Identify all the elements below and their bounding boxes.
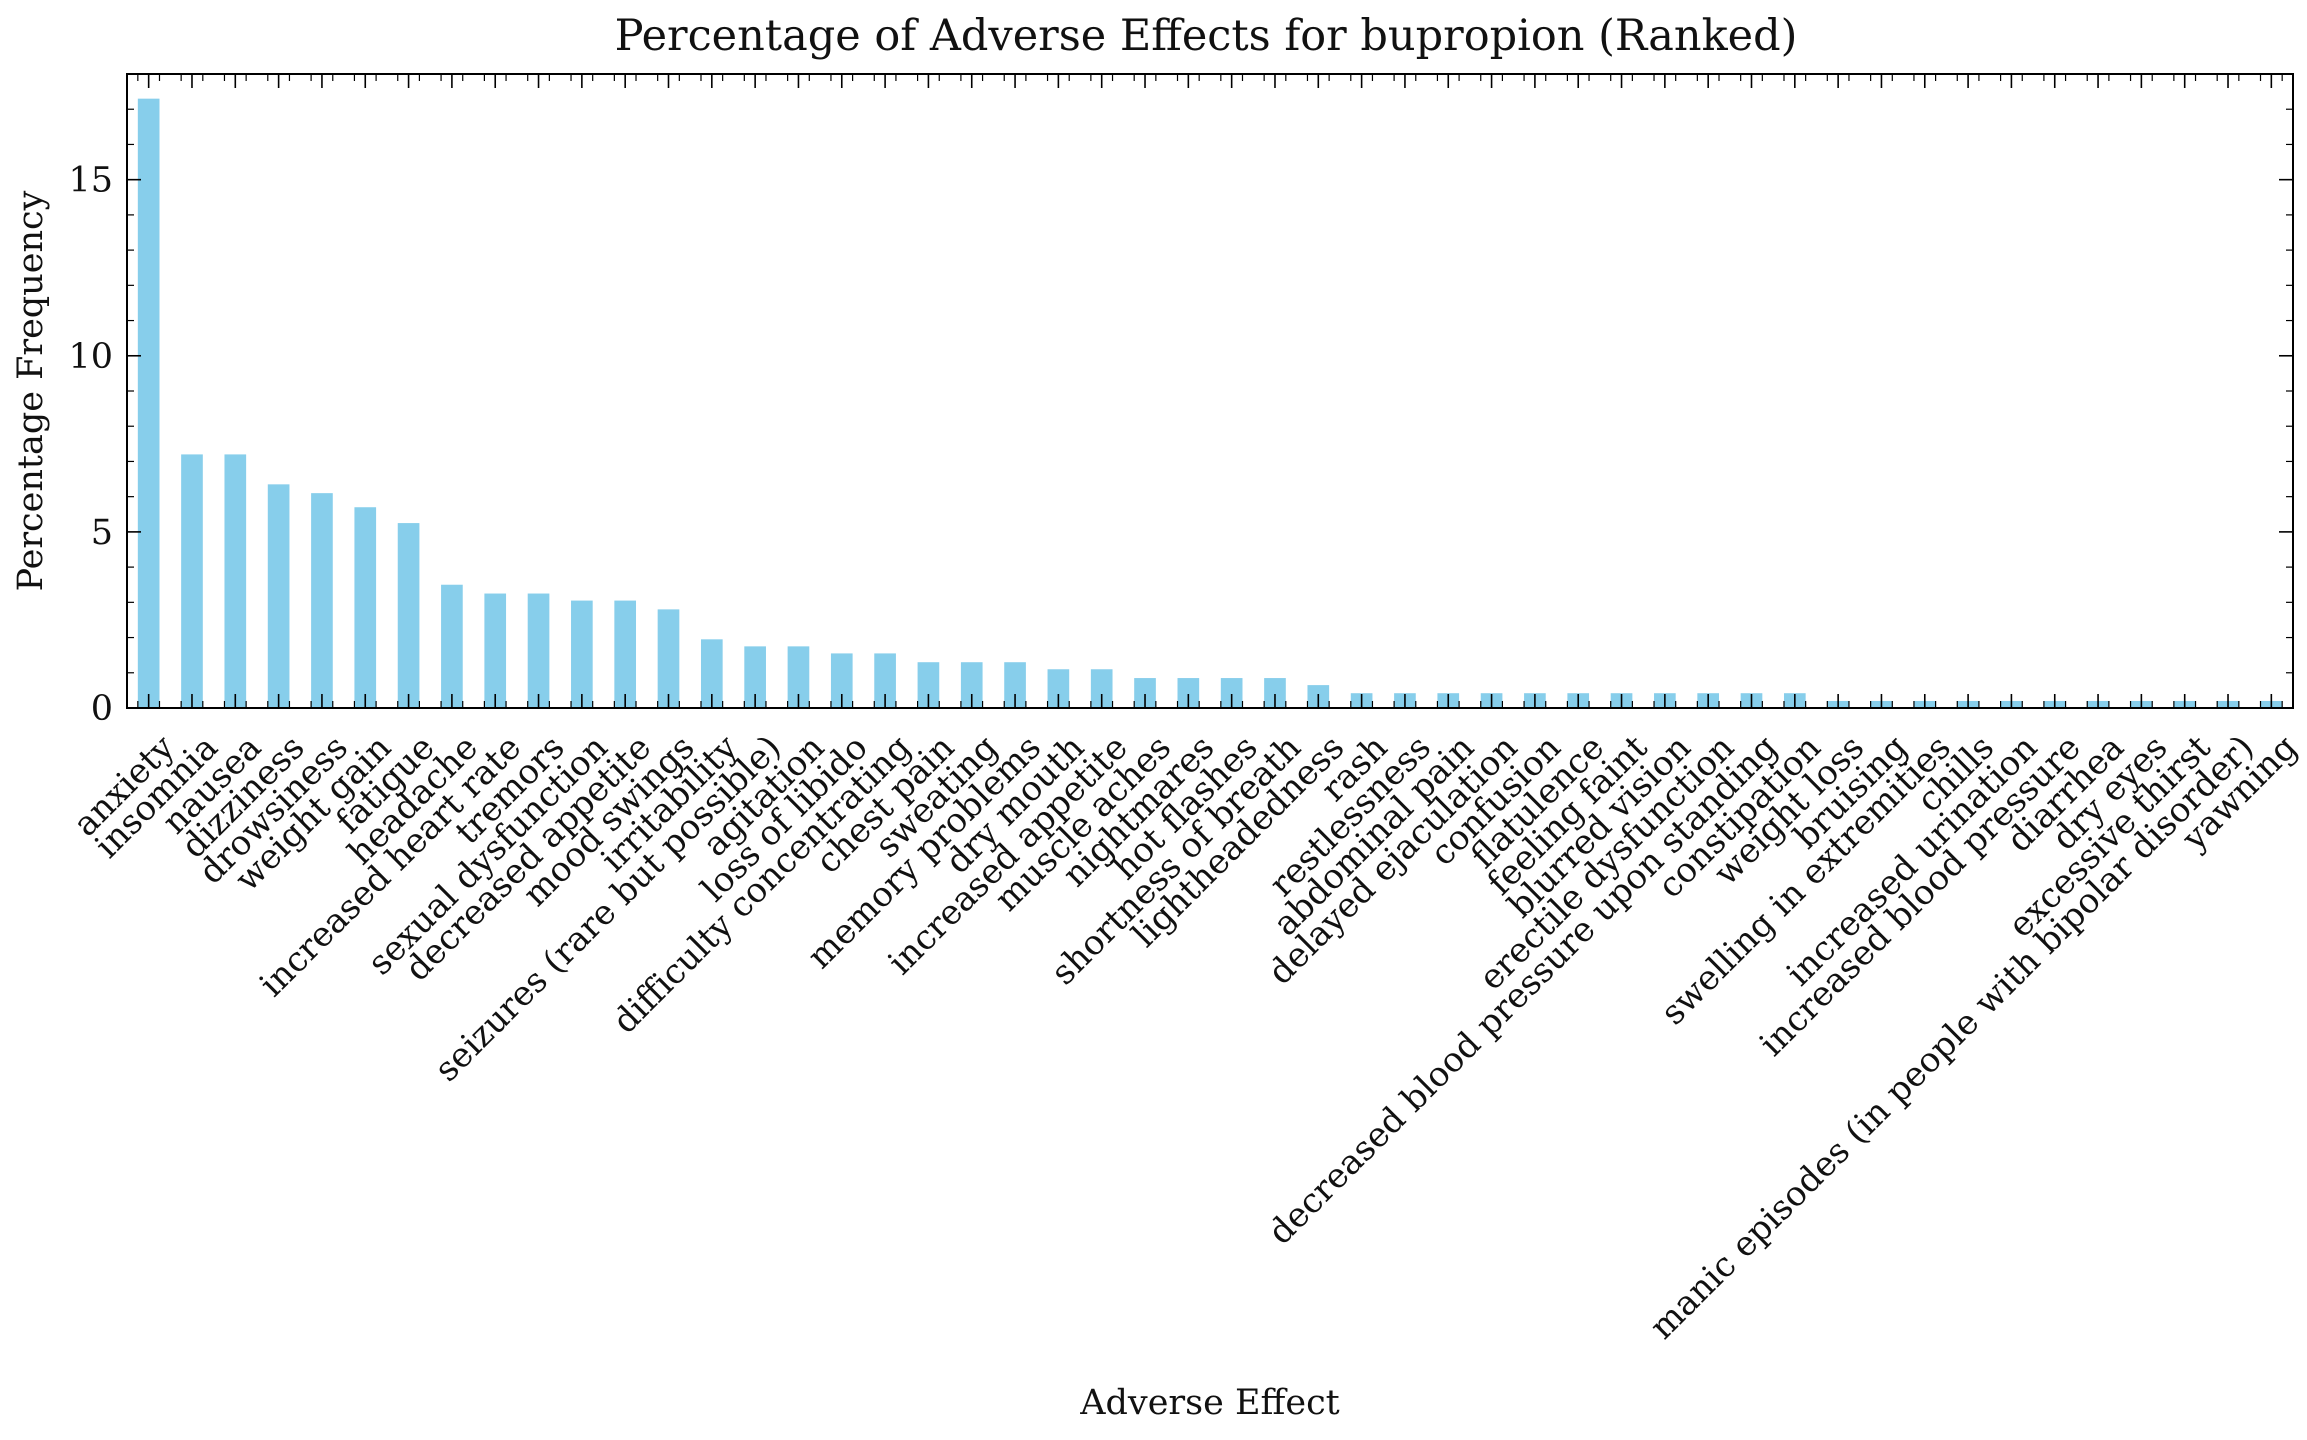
bar [744,646,766,708]
bar [614,600,637,708]
bar [1090,669,1113,708]
bar [1047,669,1070,708]
chart-title: Percentage of Adverse Effects for buprop… [615,11,1798,61]
bar [1134,678,1156,708]
x-axis: anxietyinsomnianauseadizzinessdrowsiness… [66,74,2305,1347]
bar [397,523,420,708]
bar [1220,678,1243,708]
bar [960,662,983,708]
y-tick-label: 0 [91,689,113,729]
bar [1004,662,1026,708]
bar [441,584,463,708]
bar [354,507,377,708]
bar [787,646,810,708]
bar [917,662,940,708]
y-tick-label: 15 [68,161,113,201]
bar [224,454,247,708]
bar [1177,678,1200,708]
bar [657,609,680,708]
bar [311,493,333,708]
bar [830,653,853,708]
bar [484,593,507,708]
bar [181,454,203,708]
x-axis-title: Adverse Effect [1079,1383,1340,1423]
bar [527,593,550,708]
y-tick-label: 5 [91,513,113,553]
bar [1264,678,1286,708]
bar [700,639,723,708]
plot-frame [126,73,2294,709]
y-tick-label: 10 [68,337,113,377]
bar [874,653,896,708]
bar [137,98,160,708]
bars-group [137,98,2283,708]
y-axis-title: Percentage Frequency [11,190,51,591]
y-axis: 0 5 10 15 [68,73,2293,729]
bar [267,484,290,708]
bar [571,600,593,708]
